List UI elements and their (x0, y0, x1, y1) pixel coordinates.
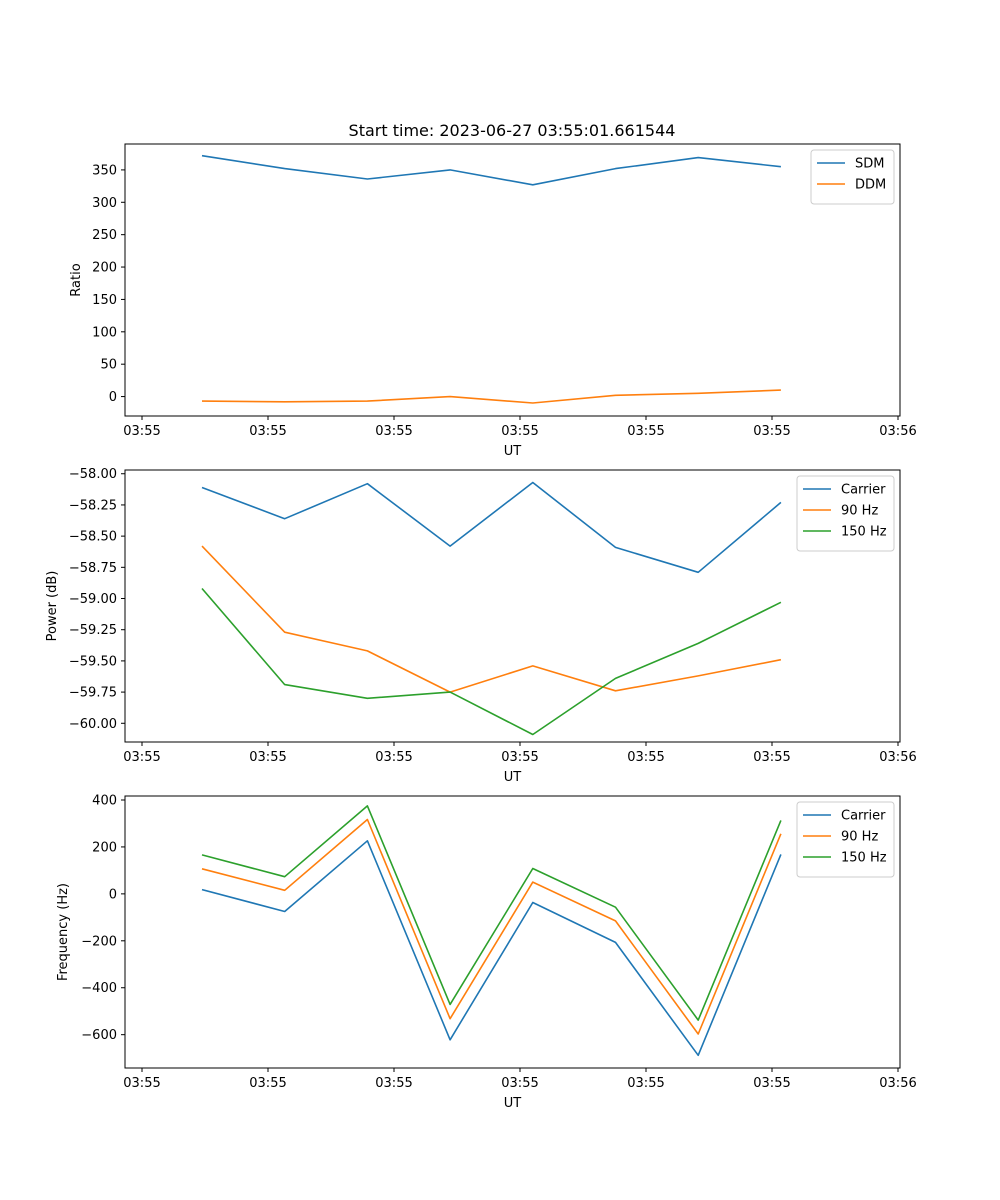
x-tick-label: 03:55 (375, 750, 412, 765)
x-tick-label: 03:55 (753, 750, 790, 765)
x-tick-label: 03:55 (249, 424, 286, 439)
y-tick-label: −58.25 (69, 498, 117, 513)
legend-entry: 90 Hz (841, 504, 878, 519)
series-line-150-hz (201, 587, 782, 736)
y-tick-label: 350 (92, 163, 117, 178)
legend-entry: 150 Hz (841, 525, 887, 540)
y-tick-label: −59.50 (69, 654, 117, 669)
y-tick-label: 100 (92, 325, 117, 340)
y-tick-label: −60.00 (69, 717, 117, 732)
x-axis-label: UT (504, 444, 522, 459)
legend-entry: Carrier (841, 809, 886, 824)
series-line-150-hz (201, 805, 782, 1021)
legend: SDM DDM (810, 149, 895, 205)
x-tick-label: 03:55 (501, 424, 538, 439)
y-tick-label: 250 (92, 228, 117, 243)
x-tick-label: 03:55 (375, 424, 412, 439)
x-tick-label: 03:55 (501, 750, 538, 765)
x-tick-label: 03:56 (879, 750, 916, 765)
x-tick-label: 03:55 (753, 424, 790, 439)
axes-3: 03:55 03:55 03:55 03:55 03:55 03:55 03:56 −600 −… (56, 793, 917, 1111)
legend: Carrier 90 Hz 150 Hz (796, 475, 895, 552)
legend: Carrier 90 Hz 150 Hz (796, 801, 895, 878)
y-tick-label: −59.00 (69, 592, 117, 607)
x-tick-label: 03:55 (375, 1076, 412, 1091)
y-tick-label: −59.25 (69, 623, 117, 638)
x-tick-label: 03:55 (249, 750, 286, 765)
x-axis-label: UT (504, 1096, 522, 1111)
y-axis-label: Ratio (69, 263, 84, 296)
series-line-90-hz (201, 545, 782, 693)
series-line-90-hz (201, 818, 782, 1035)
y-tick-label: 0 (109, 390, 117, 405)
series-line-sdm (201, 154, 781, 186)
y-tick-label: −400 (81, 981, 117, 996)
y-tick-label: 200 (92, 840, 117, 855)
y-axis-label: Frequency (Hz) (56, 883, 71, 981)
y-tick-label: 50 (100, 358, 117, 373)
x-tick-label: 03:55 (123, 424, 160, 439)
y-tick-label: −58.50 (69, 530, 117, 545)
y-tick-label: −59.75 (69, 686, 117, 701)
x-tick-label: 03:56 (879, 1076, 916, 1091)
series-line-carrier (201, 481, 782, 574)
x-tick-label: 03:55 (627, 750, 664, 765)
series-line-ddm (201, 389, 781, 404)
x-axis-label: UT (504, 770, 522, 785)
series-line-carrier (201, 839, 782, 1057)
axes-frame (124, 143, 901, 417)
x-tick-label: 03:55 (123, 750, 160, 765)
y-tick-label: 150 (92, 293, 117, 308)
legend-entry: SDM (855, 157, 884, 172)
x-tick-label: 03:55 (123, 1076, 160, 1091)
y-axis-label: Power (dB) (45, 571, 60, 642)
legend-frame (796, 801, 895, 878)
figure-title: Start time: 2023-06-27 03:55:01.661544 (349, 121, 676, 140)
axes-frame (124, 469, 901, 743)
legend-entry: 150 Hz (841, 851, 887, 866)
x-tick-label: 03:55 (249, 1076, 286, 1091)
x-tick-label: 03:55 (753, 1076, 790, 1091)
x-tick-label: 03:56 (879, 424, 916, 439)
x-tick-label: 03:55 (627, 1076, 664, 1091)
x-tick-label: 03:55 (501, 1076, 538, 1091)
legend-entry: DDM (855, 178, 886, 193)
y-tick-label: −58.75 (69, 561, 117, 576)
y-tick-label: −58.00 (69, 467, 117, 482)
y-tick-label: 400 (92, 793, 117, 808)
legend-frame (796, 475, 895, 552)
legend-entry: Carrier (841, 483, 886, 498)
axes-frame (124, 795, 901, 1069)
x-tick-label: 03:55 (627, 424, 664, 439)
y-tick-label: 0 (109, 887, 117, 902)
legend-entry: 90 Hz (841, 830, 878, 845)
y-tick-label: 200 (92, 261, 117, 276)
axes-1: 03:55 03:55 03:55 03:55 03:55 03:55 03:56 0 50 10… (69, 143, 917, 459)
y-tick-label: 300 (92, 196, 117, 211)
axes-2: 03:55 03:55 03:55 03:55 03:55 03:55 03:56 −60.0… (45, 467, 917, 785)
y-tick-label: −200 (81, 934, 117, 949)
y-tick-label: −600 (81, 1028, 117, 1043)
